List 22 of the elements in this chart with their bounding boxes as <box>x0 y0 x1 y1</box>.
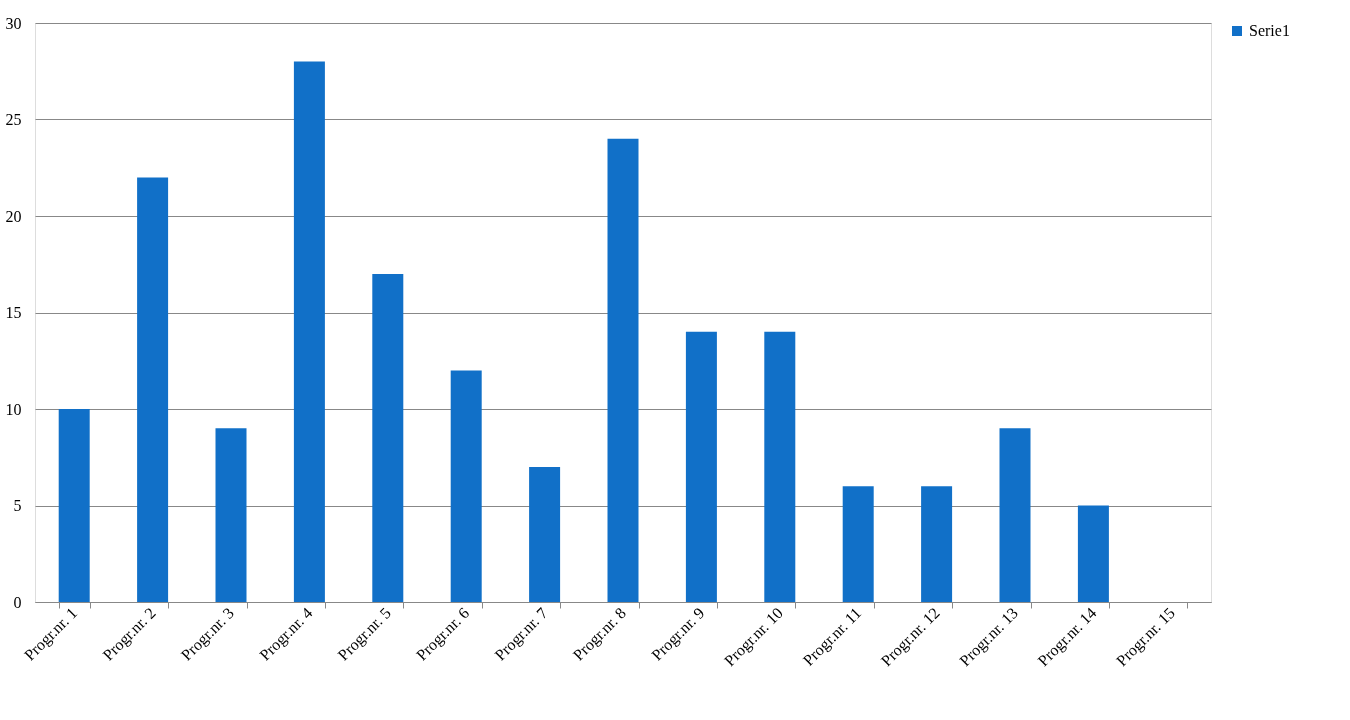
bar <box>215 428 247 602</box>
y-tick-label: 30 <box>5 14 22 32</box>
bar <box>842 486 874 602</box>
bar <box>607 138 639 602</box>
bar <box>137 177 169 602</box>
bar <box>58 409 90 602</box>
bar <box>999 428 1031 602</box>
bar <box>764 331 796 602</box>
bar <box>372 273 404 602</box>
bar <box>450 370 482 602</box>
legend-label: Serie1 <box>1249 22 1290 39</box>
y-tick-label: 25 <box>5 111 22 128</box>
bar <box>1077 505 1109 602</box>
y-tick-label: 20 <box>5 207 22 225</box>
y-tick-label: 10 <box>5 400 22 418</box>
bar <box>529 466 561 602</box>
y-tick-label: 0 <box>13 593 22 611</box>
y-tick-label: 5 <box>13 497 22 514</box>
bar <box>293 61 325 602</box>
bar <box>685 331 717 602</box>
bar <box>921 486 953 602</box>
y-tick-label: 15 <box>5 304 22 321</box>
